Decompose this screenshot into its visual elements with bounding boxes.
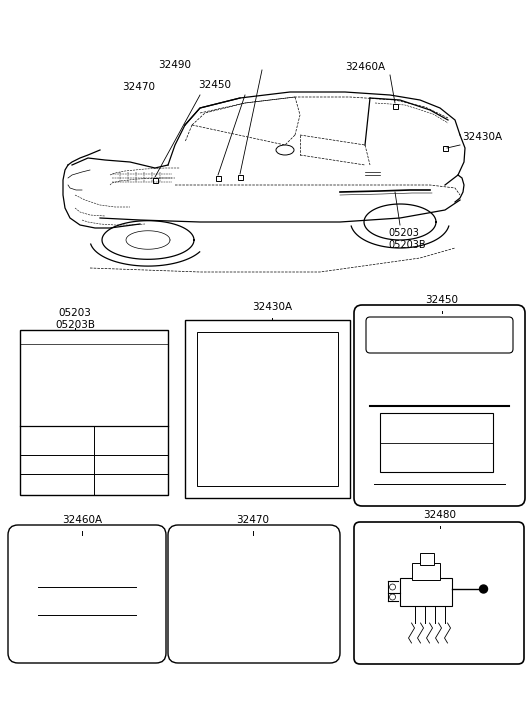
FancyBboxPatch shape xyxy=(168,525,340,663)
Text: 32450: 32450 xyxy=(199,80,232,90)
Bar xyxy=(152,177,158,182)
Text: 32490: 32490 xyxy=(158,60,192,70)
Text: 32470: 32470 xyxy=(122,82,155,92)
Text: 32460A: 32460A xyxy=(345,62,385,72)
Bar xyxy=(419,553,433,565)
Bar xyxy=(197,332,338,486)
Circle shape xyxy=(479,585,487,593)
Bar xyxy=(442,145,448,150)
Text: 32460A: 32460A xyxy=(62,515,102,525)
FancyBboxPatch shape xyxy=(8,525,166,663)
Bar xyxy=(185,320,350,498)
FancyBboxPatch shape xyxy=(354,522,524,664)
Ellipse shape xyxy=(276,145,294,155)
Bar xyxy=(237,174,243,180)
Text: 05203
05203B: 05203 05203B xyxy=(388,228,426,249)
Text: 05203
05203B: 05203 05203B xyxy=(55,308,95,329)
Bar xyxy=(399,578,451,606)
Text: 32480: 32480 xyxy=(424,510,457,520)
Bar xyxy=(412,563,440,580)
Text: 32450: 32450 xyxy=(425,295,458,305)
Bar xyxy=(380,413,493,472)
FancyBboxPatch shape xyxy=(366,317,513,353)
Text: 32430A: 32430A xyxy=(462,132,502,142)
Bar xyxy=(392,103,398,108)
Text: 32470: 32470 xyxy=(236,515,270,525)
Text: 32430A: 32430A xyxy=(252,302,292,312)
FancyBboxPatch shape xyxy=(354,305,525,506)
Bar xyxy=(20,330,168,495)
Bar xyxy=(216,175,220,180)
